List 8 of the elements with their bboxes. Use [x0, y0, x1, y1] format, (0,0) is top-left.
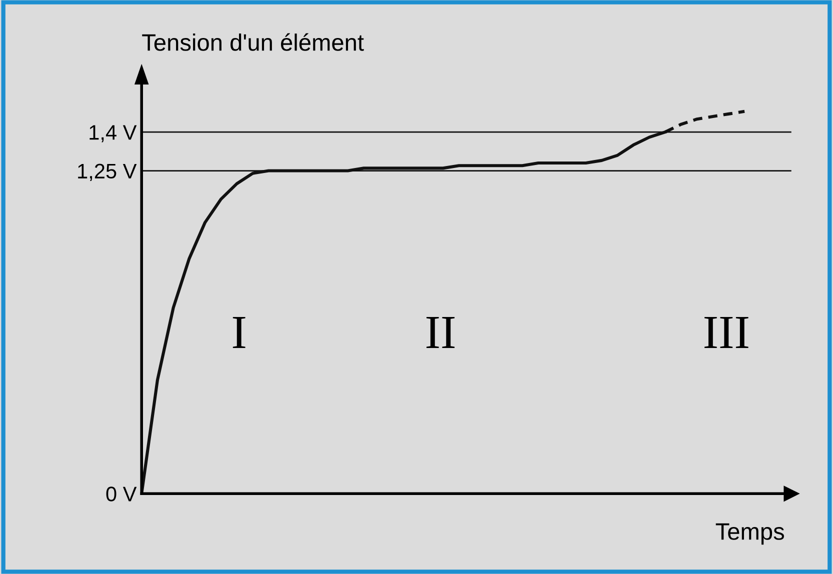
y-tick-label: 1,4 V	[90, 125, 137, 142]
annotation: I	[232, 317, 246, 348]
annotation: III	[704, 317, 748, 348]
annotation: II	[426, 317, 455, 348]
y-tick-label: 1,25 V	[78, 164, 137, 181]
y-tick-label: 0 V	[106, 486, 137, 502]
x-axis-title: Temps	[716, 523, 784, 545]
y-axis-title: Tension d'un élément	[142, 33, 364, 51]
